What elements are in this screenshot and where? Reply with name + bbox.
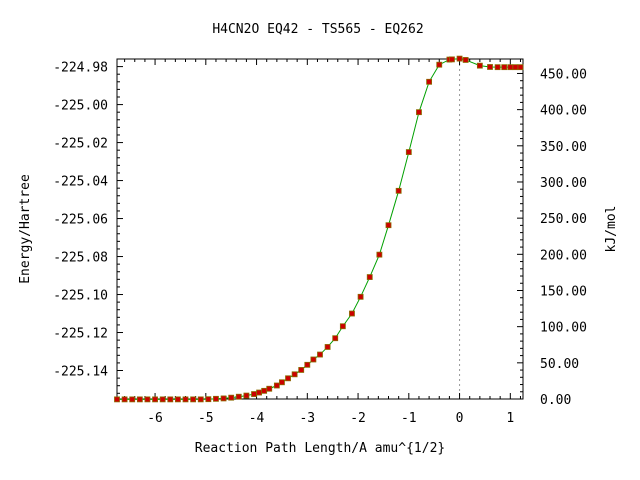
data-point	[349, 310, 355, 317]
x-tick-label: -1	[401, 411, 417, 426]
data-point	[228, 394, 235, 401]
y2-tick-label: 150.00	[540, 284, 587, 299]
x-tick-label: 1	[506, 411, 514, 426]
data-point	[167, 396, 174, 403]
y2-tick-label: 300.00	[540, 176, 587, 191]
data-point	[129, 396, 136, 403]
x-tick-label: -6	[147, 411, 163, 426]
y-axis-ticks: -224.98 -225.00 -225.02 -225.04 -225.06 -225.…	[53, 58, 123, 394]
data-point	[144, 396, 151, 403]
data-point	[476, 62, 483, 69]
y-axis-label: Energy/Hartree	[18, 174, 33, 284]
x-tick-label: -2	[350, 411, 366, 426]
y-tick-label: -224.98	[53, 61, 108, 76]
data-point	[213, 395, 219, 402]
data-point	[416, 109, 422, 116]
x-tick-label: 0	[456, 411, 464, 426]
data-point	[174, 396, 181, 403]
data-point	[512, 64, 519, 71]
y2-tick-label: 0.00	[540, 393, 571, 408]
y-tick-label: -225.06	[53, 213, 108, 228]
y-tick-label: -225.04	[53, 175, 108, 190]
data-point	[436, 61, 443, 68]
data-point	[456, 55, 463, 62]
data-point	[298, 367, 305, 373]
data-point	[285, 375, 291, 382]
data-point	[121, 396, 128, 403]
data-point	[324, 344, 331, 350]
y2-tick-label: 200.00	[540, 248, 587, 263]
data-point	[152, 396, 158, 403]
data-point	[205, 396, 212, 403]
y2-tick-label: 250.00	[540, 212, 587, 227]
y-tick-label: -225.14	[53, 365, 108, 380]
data-point	[405, 149, 412, 155]
y-tick-label: -225.12	[53, 327, 108, 342]
data-point	[190, 396, 197, 403]
data-point	[339, 323, 346, 330]
data-point	[376, 251, 383, 258]
data-point	[487, 64, 493, 70]
y2-tick-label: 400.00	[540, 104, 587, 119]
data-point	[279, 379, 285, 386]
data-point	[182, 396, 189, 403]
y2-tick-label: 450.00	[540, 67, 587, 82]
y2-tick-label: 100.00	[540, 321, 587, 336]
data-point	[256, 389, 263, 396]
data-point	[159, 396, 166, 403]
data-point	[197, 396, 204, 403]
data-point	[304, 361, 311, 368]
data-point	[462, 57, 469, 63]
chart-title: H4CN2O EQ42 - TS565 - EQ262	[212, 22, 423, 37]
y-tick-label: -225.10	[53, 289, 108, 304]
data-point	[317, 351, 323, 358]
x-tick-label: -5	[198, 411, 214, 426]
data-point	[426, 78, 433, 85]
x-axis-ticks: -6 -5 -4 -3 -2 -1 0 1	[124, 59, 521, 426]
data-point	[251, 391, 257, 397]
data-point	[220, 395, 227, 402]
data-point	[266, 385, 273, 392]
data-point	[291, 371, 298, 378]
y2-axis-ticks: 0.00 50.00 100.00 150.00 200.00 250.00 300.00 3…	[517, 58, 587, 408]
data-point	[136, 396, 143, 403]
data-point	[449, 56, 455, 63]
y-tick-label: -225.02	[53, 137, 108, 152]
y-tick-label: -225.00	[53, 99, 108, 114]
data-point	[261, 387, 268, 394]
y2-tick-label: 350.00	[540, 140, 587, 155]
data-point	[357, 293, 364, 300]
y2-tick-label: 50.00	[540, 357, 579, 372]
y2-axis-label: kJ/mol	[604, 206, 619, 253]
x-axis-label: Reaction Path Length/A amu^{1/2}	[195, 441, 445, 456]
data-point	[507, 64, 514, 71]
data-point	[385, 222, 392, 229]
x-tick-label: -3	[299, 411, 315, 426]
data-point	[273, 382, 280, 389]
data-point	[494, 64, 501, 71]
plot-frame	[116, 58, 524, 400]
data-point	[501, 64, 508, 71]
data-point	[517, 64, 524, 71]
data-point	[235, 393, 242, 400]
data-points	[114, 55, 524, 403]
x-tick-label: -4	[249, 411, 265, 426]
data-point	[395, 187, 402, 194]
data-point	[114, 396, 120, 403]
y-tick-label: -225.08	[53, 251, 108, 266]
data-point	[310, 356, 317, 363]
data-point	[243, 392, 250, 399]
data-point	[332, 335, 339, 342]
data-point	[366, 274, 373, 280]
